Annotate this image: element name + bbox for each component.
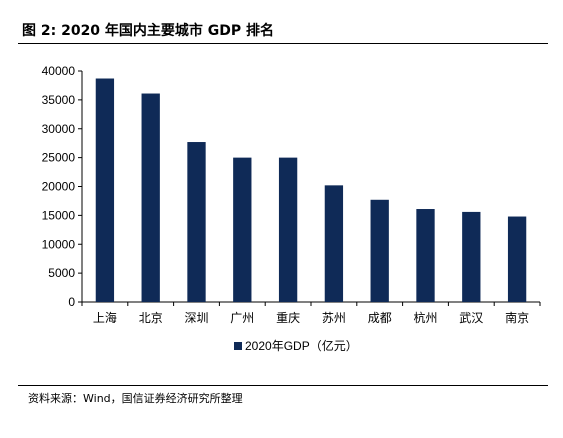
bar bbox=[324, 185, 344, 302]
y-tick-label: 0 bbox=[68, 295, 75, 309]
y-tick-label: 25000 bbox=[42, 151, 76, 165]
y-tick-label: 15000 bbox=[42, 208, 76, 222]
x-tick-label: 重庆 bbox=[276, 311, 300, 325]
source-note: 资料来源：Wind，国信证券经济研究所整理 bbox=[28, 392, 243, 405]
figure-title: 图 2: 2020 年国内主要城市 GDP 排名 bbox=[22, 23, 275, 39]
x-tick-label: 深圳 bbox=[184, 311, 208, 325]
y-tick-label: 35000 bbox=[42, 93, 76, 107]
y-tick-label: 5000 bbox=[48, 266, 75, 280]
x-tick-label: 成都 bbox=[368, 311, 392, 325]
x-tick-label: 上海 bbox=[93, 310, 117, 325]
bar bbox=[416, 209, 435, 302]
bar bbox=[95, 78, 115, 302]
y-tick-label: 20000 bbox=[42, 180, 76, 194]
y-tick-label: 30000 bbox=[42, 122, 76, 136]
y-tick-label: 10000 bbox=[42, 237, 76, 251]
x-tick-label: 武汉 bbox=[459, 311, 483, 325]
x-tick-label: 北京 bbox=[139, 311, 163, 325]
bar bbox=[370, 199, 389, 302]
legend: 2020年GDP（亿元） bbox=[234, 338, 358, 353]
x-category-labels: 上海 北京 深圳 广州 重庆 苏州 成都 杭州 武汉 南京 bbox=[93, 310, 529, 325]
x-tick-label: 广州 bbox=[230, 311, 254, 325]
bar bbox=[233, 157, 252, 302]
x-tick-label: 南京 bbox=[505, 310, 529, 325]
title-rule bbox=[18, 43, 548, 44]
x-tick-label: 杭州 bbox=[413, 310, 437, 325]
bar bbox=[141, 93, 160, 303]
bar bbox=[462, 211, 481, 302]
bar bbox=[278, 157, 298, 302]
bar bbox=[187, 142, 206, 302]
bar bbox=[507, 216, 527, 302]
y-tick-label: 40000 bbox=[42, 64, 76, 78]
source-rule bbox=[18, 385, 548, 386]
legend-label: 2020年GDP（亿元） bbox=[245, 338, 358, 353]
legend-swatch bbox=[234, 342, 242, 350]
y-tick-labels: 0 5000 10000 15000 20000 25000 30000 35000 40000 bbox=[42, 64, 76, 309]
x-tick-label: 苏州 bbox=[322, 311, 346, 325]
bar-series bbox=[95, 78, 527, 303]
